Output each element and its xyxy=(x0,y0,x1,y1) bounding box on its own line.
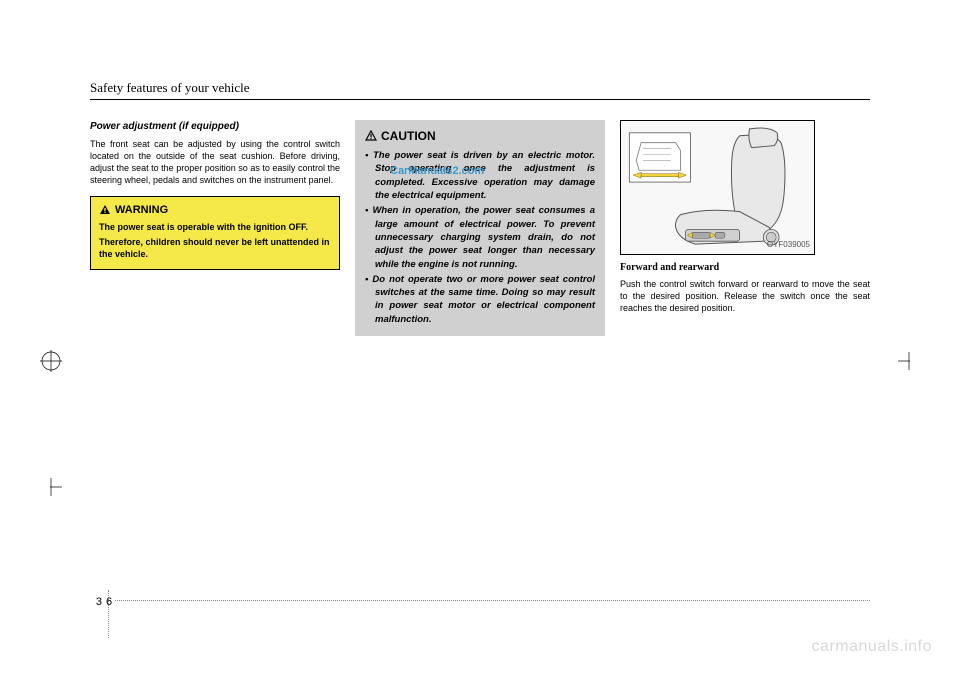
caution-header: CAUTION xyxy=(365,128,595,144)
warning-header: WARNING xyxy=(99,203,331,218)
warning-box: WARNING The power seat is operable with … xyxy=(90,196,340,270)
caution-box: CAUTION The power seat is driven by an e… xyxy=(355,120,605,336)
power-adjustment-title: Power adjustment (if equipped) xyxy=(90,120,340,134)
power-adjustment-body: The front seat can be adjusted by using … xyxy=(90,138,340,187)
seat-illustration xyxy=(621,121,814,254)
watermark-bottom: carmanuals.info xyxy=(812,638,932,656)
figure-code: OYF039005 xyxy=(767,240,810,251)
column-2: CAUTION The power seat is driven by an e… xyxy=(355,120,605,336)
forward-rearward-title: Forward and rearward xyxy=(620,261,870,275)
caution-triangle-icon xyxy=(365,130,377,142)
page-content: Safety features of your vehicle Power ad… xyxy=(90,80,870,600)
page-number: 3 6 xyxy=(90,596,118,608)
warning-body: The power seat is operable with the igni… xyxy=(99,221,331,261)
crop-mark-left xyxy=(40,350,62,372)
watermark-carmanuals2: CarManuals2.com xyxy=(390,165,484,177)
caution-label: CAUTION xyxy=(381,128,436,144)
crop-mark-left-bottom xyxy=(40,476,62,498)
caution-item-2: Do not operate two or more power seat co… xyxy=(365,273,595,326)
column-3: OYF039005 Forward and rearward Push the … xyxy=(620,120,870,336)
warning-p1: The power seat is operable with the igni… xyxy=(99,221,331,234)
page-num: 6 xyxy=(106,596,118,608)
columns: Power adjustment (if equipped) The front… xyxy=(90,120,870,336)
header-rule: Safety features of your vehicle xyxy=(90,80,870,100)
column-1: Power adjustment (if equipped) The front… xyxy=(90,120,340,336)
section-number: 3 xyxy=(90,596,102,608)
footer-dotted-horizontal xyxy=(115,600,870,601)
warning-label: WARNING xyxy=(115,203,168,218)
crop-mark-right xyxy=(898,350,920,372)
forward-rearward-body: Push the control switch forward or rearw… xyxy=(620,278,870,314)
warning-p2: Therefore, children should never be left… xyxy=(99,236,331,261)
warning-triangle-icon xyxy=(99,204,111,216)
seat-figure: OYF039005 xyxy=(620,120,815,255)
caution-item-1: When in operation, the power seat consum… xyxy=(365,204,595,270)
header-title: Safety features of your vehicle xyxy=(90,80,870,96)
